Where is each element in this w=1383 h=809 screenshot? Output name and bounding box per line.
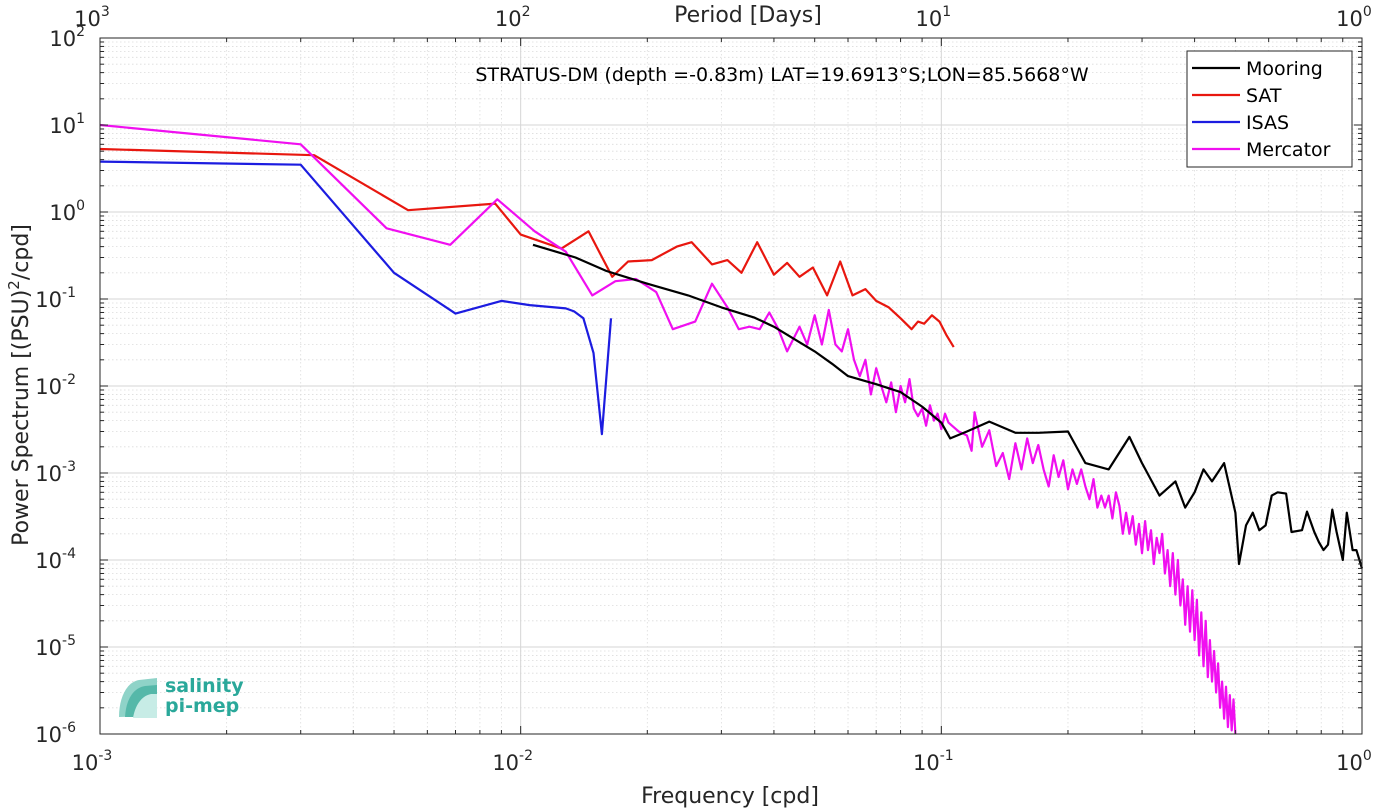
x-tick-label-base: 10 xyxy=(913,751,940,775)
x-tick-label: 100 xyxy=(1336,748,1372,775)
series-line-isas xyxy=(99,160,613,436)
y-tick-label-exponent: -3 xyxy=(62,459,76,475)
y-axis-title: Power Spectrum [(PSU)2/cpd] xyxy=(5,224,34,546)
salinity-pi-mep-logo: salinity pi-mep xyxy=(119,675,244,718)
x-tick-label-exponent: -1 xyxy=(940,748,954,764)
top-tick-label-base: 10 xyxy=(1336,7,1363,31)
x-tick-label-base: 10 xyxy=(1336,751,1363,775)
y-tick-label-exponent: 1 xyxy=(76,111,85,127)
x-tick-label-exponent: -2 xyxy=(519,748,533,764)
top-tick-label-base: 10 xyxy=(495,7,522,31)
top-tick-label: 103 xyxy=(74,4,110,31)
y-tick-label-base: 10 xyxy=(35,636,62,660)
logo-text-pi-mep: pi-mep xyxy=(165,695,239,717)
tick-marks xyxy=(99,37,1363,735)
y-tick-label: 10-2 xyxy=(35,372,76,399)
top-tick-label: 101 xyxy=(916,4,952,31)
y-axis-title-main: Power Spectrum [(PSU) xyxy=(9,290,34,546)
top-tick-label-exponent: 3 xyxy=(101,4,110,20)
series-line-mooring xyxy=(532,243,1364,569)
y-tick-label: 10-6 xyxy=(35,720,76,747)
y-tick-label-exponent: -5 xyxy=(62,633,76,649)
y-tick-label-exponent: -1 xyxy=(62,285,76,301)
y-axis-title-sup: 2 xyxy=(5,280,23,290)
y-tick-label-base: 10 xyxy=(35,723,62,747)
top-tick-label: 102 xyxy=(495,4,531,31)
top-tick-label-exponent: 0 xyxy=(1363,4,1372,20)
x-tick-label: 10-3 xyxy=(72,748,113,775)
series-line-mercator xyxy=(99,123,1237,735)
y-axis-title-tail: /cpd] xyxy=(9,224,34,280)
y-tick-label: 102 xyxy=(49,24,85,51)
legend-label-mooring: Mooring xyxy=(1246,58,1323,80)
x-tick-label-base: 10 xyxy=(492,751,519,775)
top-axis-title: Period [Days] xyxy=(674,3,822,28)
y-tick-label: 101 xyxy=(49,111,85,138)
y-tick-label: 10-5 xyxy=(35,633,76,660)
y-tick-label-base: 10 xyxy=(35,549,62,573)
y-tick-label: 10-4 xyxy=(35,546,76,573)
y-tick-label-base: 10 xyxy=(49,201,76,225)
y-tick-label-exponent: -4 xyxy=(62,546,76,562)
top-tick-labels: 103 102 101 100 xyxy=(74,4,1372,31)
y-tick-label-exponent: -2 xyxy=(62,372,76,388)
legend-label-sat: SAT xyxy=(1246,85,1282,107)
y-tick-label-base: 10 xyxy=(35,288,62,312)
top-tick-label: 100 xyxy=(1336,4,1372,31)
y-tick-label-base: 10 xyxy=(49,27,76,51)
x-tick-label: 10-1 xyxy=(913,748,954,775)
y-tick-label: 10-3 xyxy=(35,459,76,486)
y-tick-label-base: 10 xyxy=(49,114,76,138)
y-tick-label-base: 10 xyxy=(35,375,62,399)
x-axis-title: Frequency [cpd] xyxy=(641,784,819,809)
y-tick-label-exponent: 0 xyxy=(76,198,85,214)
top-tick-label-base: 10 xyxy=(74,7,101,31)
legend-label-isas: ISAS xyxy=(1246,112,1289,134)
legend: Mooring SAT ISAS Mercator xyxy=(1186,50,1353,168)
y-tick-label-base: 10 xyxy=(35,462,62,486)
legend-label-mercator: Mercator xyxy=(1246,139,1331,161)
x-tick-labels: 10-3 10-2 10-1 100 xyxy=(72,748,1372,775)
logo-wave-mark-front xyxy=(133,694,157,718)
y-tick-label-exponent: 2 xyxy=(76,24,85,40)
series-layer xyxy=(99,123,1364,735)
top-tick-label-base: 10 xyxy=(916,7,943,31)
x-tick-label-exponent: 0 xyxy=(1363,748,1372,764)
x-tick-label: 10-2 xyxy=(492,748,533,775)
x-tick-label-exponent: -3 xyxy=(98,748,112,764)
y-tick-label: 10-1 xyxy=(35,285,76,312)
series-line-sat xyxy=(99,147,955,348)
y-tick-label: 100 xyxy=(49,198,85,225)
chart-title-annotation: STRATUS-DM (depth =-0.83m) LAT=19.6913°S… xyxy=(475,64,1089,86)
y-tick-label-exponent: -6 xyxy=(62,720,76,736)
top-tick-label-exponent: 1 xyxy=(942,4,951,20)
legend-box xyxy=(1186,50,1353,168)
logo-text-salinity: salinity xyxy=(165,675,244,697)
x-tick-label-base: 10 xyxy=(72,751,99,775)
top-tick-label-exponent: 2 xyxy=(522,4,531,20)
